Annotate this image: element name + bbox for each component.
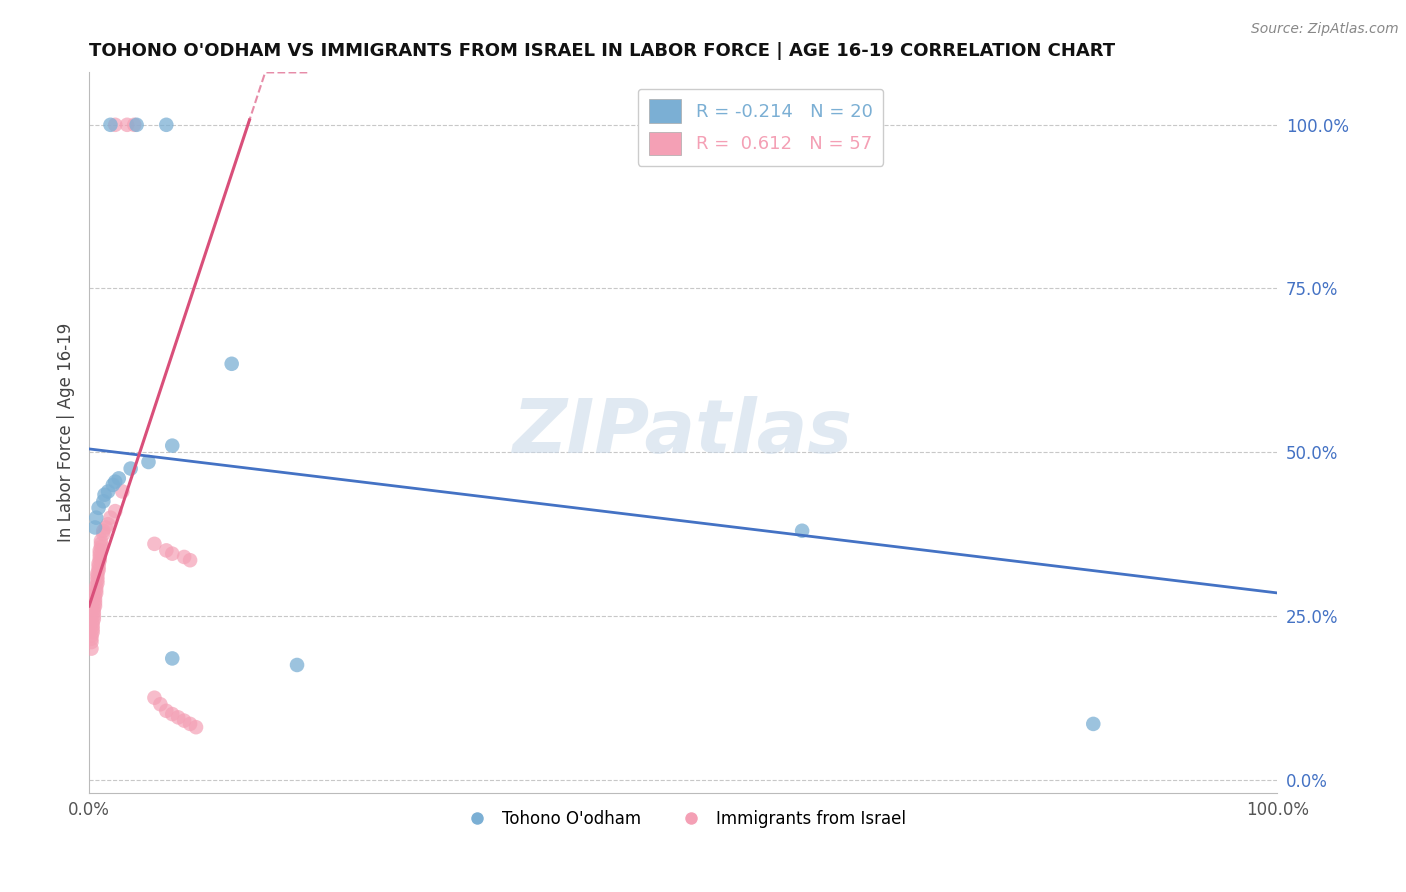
Point — [89, 553, 111, 567]
Point — [104, 504, 127, 518]
Point — [80, 641, 103, 656]
Point — [101, 478, 124, 492]
Point — [83, 602, 105, 616]
Point — [84, 592, 107, 607]
Point — [115, 118, 138, 132]
Point — [285, 657, 308, 672]
Point — [82, 622, 104, 636]
Point — [125, 118, 148, 132]
Point — [162, 547, 184, 561]
Point — [155, 543, 177, 558]
Point — [179, 717, 201, 731]
Point — [89, 543, 111, 558]
Point — [94, 520, 117, 534]
Point — [90, 533, 112, 548]
Point — [82, 625, 104, 640]
Point — [143, 690, 166, 705]
Point — [84, 582, 107, 597]
Point — [80, 628, 103, 642]
Point — [149, 698, 172, 712]
Point — [84, 599, 107, 613]
Point — [87, 500, 110, 515]
Point — [97, 484, 120, 499]
Point — [104, 118, 127, 132]
Point — [86, 573, 108, 587]
Point — [91, 524, 114, 538]
Point — [104, 475, 127, 489]
Text: Source: ZipAtlas.com: Source: ZipAtlas.com — [1251, 22, 1399, 37]
Point — [86, 576, 108, 591]
Point — [107, 471, 129, 485]
Point — [84, 579, 107, 593]
Point — [89, 549, 111, 564]
Point — [87, 563, 110, 577]
Text: ZIPatlas: ZIPatlas — [513, 396, 853, 469]
Point — [84, 510, 107, 524]
Point — [100, 118, 122, 132]
Point — [86, 569, 108, 583]
Point — [84, 589, 107, 603]
Point — [84, 520, 107, 534]
Point — [179, 553, 201, 567]
Point — [155, 118, 177, 132]
Point — [83, 612, 105, 626]
Point — [87, 559, 110, 574]
Point — [97, 517, 120, 532]
Point — [89, 547, 111, 561]
Point — [162, 439, 184, 453]
Point — [90, 537, 112, 551]
Point — [162, 707, 184, 722]
Point — [221, 357, 243, 371]
Point — [86, 566, 108, 581]
Point — [138, 455, 160, 469]
Text: TOHONO O'ODHAM VS IMMIGRANTS FROM ISRAEL IN LABOR FORCE | AGE 16-19 CORRELATION : TOHONO O'ODHAM VS IMMIGRANTS FROM ISRAEL… — [89, 42, 1115, 60]
Point — [83, 606, 105, 620]
Point — [84, 586, 107, 600]
Point — [111, 484, 134, 499]
Point — [100, 510, 122, 524]
Point — [122, 118, 145, 132]
Point — [91, 527, 114, 541]
Point — [167, 710, 190, 724]
Legend: Tohono O'odham, Immigrants from Israel: Tohono O'odham, Immigrants from Israel — [454, 804, 912, 835]
Point — [790, 524, 813, 538]
Point — [82, 618, 104, 632]
Point — [155, 704, 177, 718]
Point — [120, 461, 142, 475]
Point — [90, 540, 112, 554]
Y-axis label: In Labor Force | Age 16-19: In Labor Force | Age 16-19 — [58, 323, 75, 542]
Point — [143, 537, 166, 551]
Point — [83, 608, 105, 623]
Point — [1083, 717, 1105, 731]
Point — [87, 557, 110, 571]
Point — [184, 720, 207, 734]
Point — [162, 651, 184, 665]
Point — [93, 488, 115, 502]
Point — [84, 596, 107, 610]
Point — [80, 635, 103, 649]
Point — [80, 632, 103, 646]
Point — [82, 615, 104, 630]
Point — [173, 714, 195, 728]
Point — [173, 549, 195, 564]
Point — [91, 494, 114, 508]
